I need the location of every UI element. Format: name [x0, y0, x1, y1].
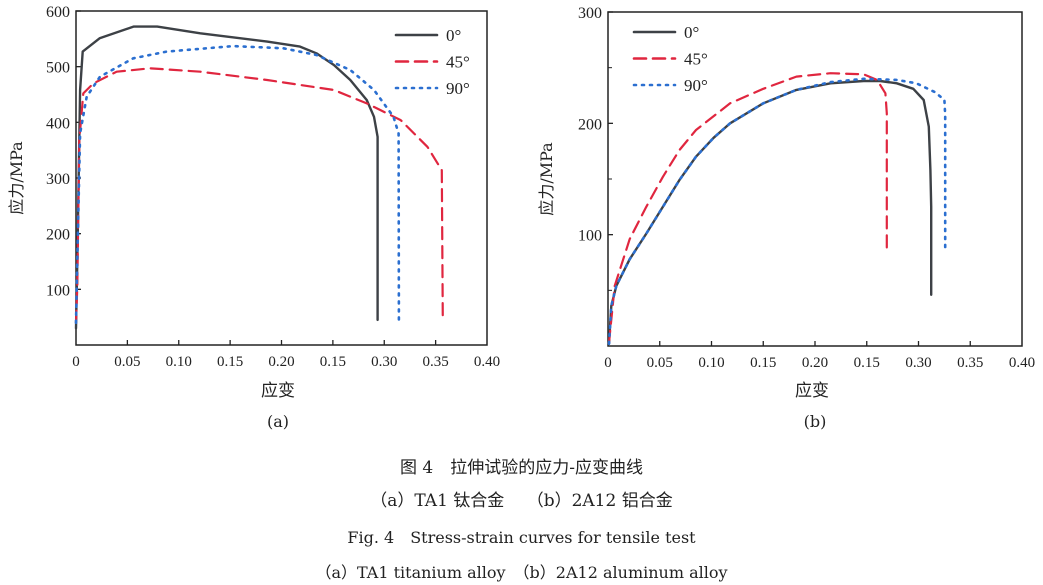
x-tick-label: 0.15	[750, 355, 776, 371]
x-tick-label: 0.20	[802, 355, 828, 371]
x-tick-label: 0.15	[854, 355, 880, 371]
legend-label: 90°	[446, 79, 470, 98]
y-tick-label: 300	[46, 171, 70, 188]
legend-label: 0°	[446, 26, 461, 45]
caption-en-sub: （a）TA1 titanium alloy （b）2A12 aluminum a…	[315, 563, 728, 582]
series-line-0deg	[607, 79, 933, 345]
x-tick-label: 0.35	[423, 354, 449, 370]
series-line-45deg	[607, 72, 888, 344]
xlabel-b: 应变	[795, 381, 829, 401]
chart-a: 0 0.05 0.10 0.15 0.20 0.15 0.30 0.35 0.40 100 200 3…	[7, 4, 500, 370]
plot-frame	[607, 11, 1023, 347]
legend-label: 0°	[684, 23, 699, 42]
x-tick-label: 0.05	[647, 355, 673, 371]
y-tick-label: 200	[46, 227, 70, 244]
chart-b: 0 0.05 0.10 0.15 0.20 0.15 0.30 0.35 0.40 100 200 3…	[537, 5, 1035, 371]
panel-label-b: (b)	[803, 412, 827, 431]
y-tick-label: 100	[578, 228, 602, 245]
x-tick-label: 0.10	[166, 354, 192, 370]
legend-label: 45°	[684, 50, 708, 69]
xlabel-a: 应变	[261, 381, 295, 401]
y-tick-label: 200	[578, 116, 602, 133]
x-tick-label: 0.15	[217, 354, 243, 370]
legend-label: 45°	[446, 53, 470, 72]
panel-label-a: (a)	[266, 412, 290, 431]
series-line-90deg	[607, 77, 947, 346]
series-line-90deg	[74, 44, 401, 325]
y-tick-label: 100	[46, 282, 70, 299]
y-axis-label: 应力/MPa	[537, 142, 556, 216]
series-line-0deg	[74, 25, 379, 330]
legend-label: 90°	[684, 76, 708, 95]
x-tick-label: 0.40	[1009, 355, 1035, 371]
x-tick-label: 0.05	[114, 354, 140, 370]
x-tick-label: 0.15	[320, 354, 346, 370]
x-tick-label: 0.30	[371, 354, 397, 370]
x-tick-label: 0.35	[957, 355, 983, 371]
y-tick-label: 400	[46, 115, 70, 132]
x-tick-label: 0.40	[474, 354, 500, 370]
y-tick-label: 300	[578, 5, 602, 22]
series-line-45deg	[74, 67, 444, 324]
x-tick-label: 0.10	[698, 355, 724, 371]
x-tick-label: 0	[72, 354, 80, 370]
caption-en-title: Fig. 4 Stress-strain curves for tensile …	[347, 528, 696, 547]
y-tick-label: 600	[46, 4, 70, 21]
x-tick-label: 0.30	[905, 355, 931, 371]
caption-cn-sub: （a）TA1 钛合金 （b）2A12 铝合金	[370, 491, 673, 511]
x-tick-label: 0.20	[268, 354, 294, 370]
caption-cn-title: 图 4 拉伸试验的应力-应变曲线	[400, 458, 643, 478]
y-tick-label: 500	[46, 60, 70, 77]
y-axis-label: 应力/MPa	[7, 141, 26, 215]
x-tick-label: 0	[604, 355, 612, 371]
